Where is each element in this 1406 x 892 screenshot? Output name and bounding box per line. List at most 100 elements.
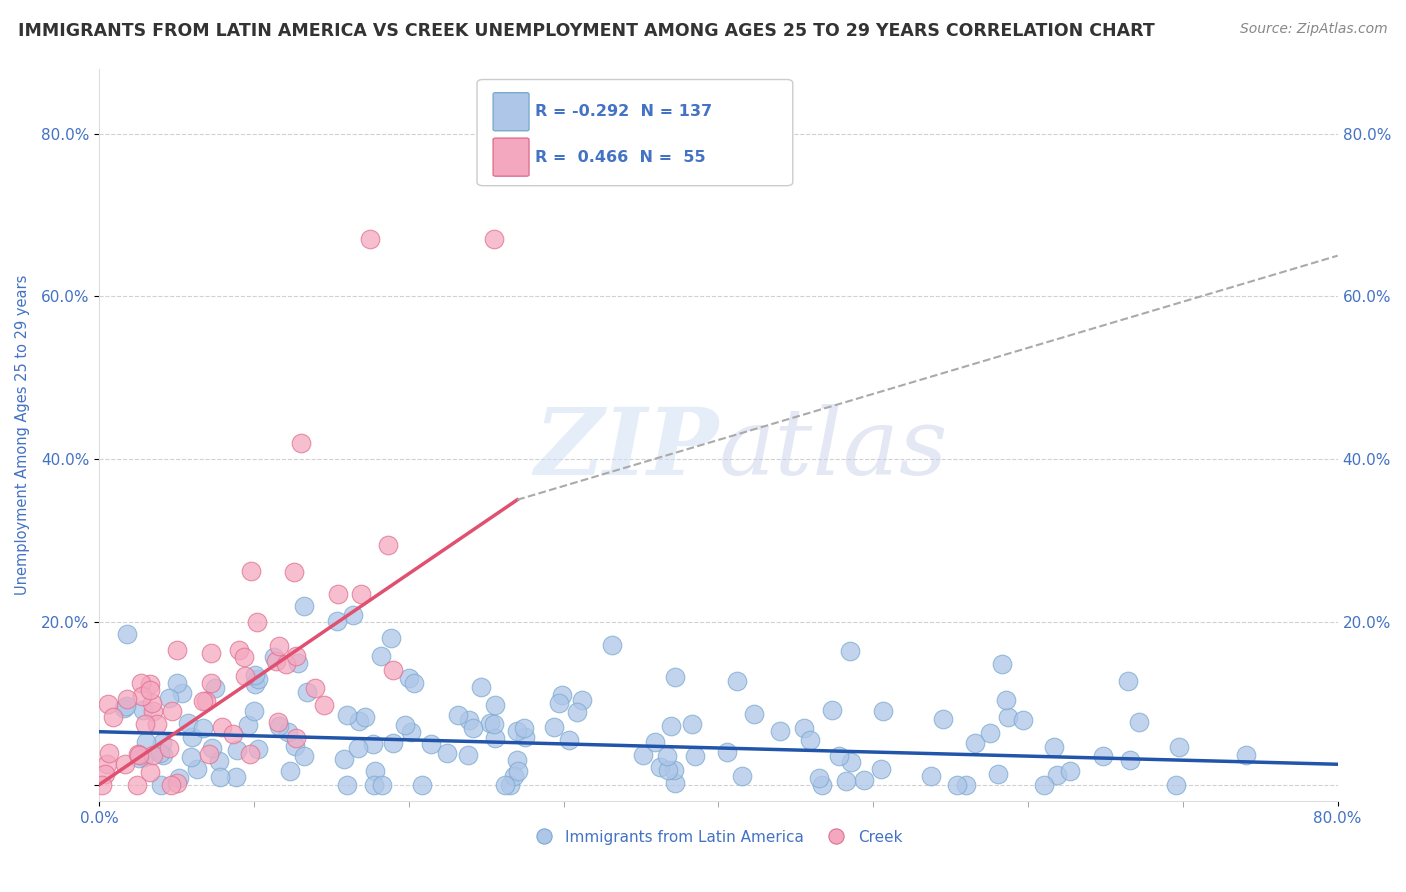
Point: [835, 774, 858, 789]
Point: [342, 607, 364, 622]
Point: [134, 716, 156, 731]
Point: [769, 724, 792, 739]
Point: [314, 698, 336, 713]
Point: [742, 707, 765, 722]
Point: [135, 735, 157, 749]
Point: [157, 691, 180, 706]
Point: [979, 725, 1001, 739]
Point: [347, 714, 370, 729]
Point: [326, 587, 349, 601]
Point: [1033, 778, 1056, 792]
Point: [404, 676, 426, 690]
Text: R =  0.466  N =  55: R = 0.466 N = 55: [536, 150, 706, 165]
Point: [997, 710, 1019, 724]
FancyBboxPatch shape: [494, 138, 529, 177]
Point: [150, 736, 173, 750]
Point: [115, 699, 138, 714]
Point: [115, 627, 138, 641]
Point: [508, 764, 530, 778]
Point: [204, 681, 226, 695]
Point: [290, 435, 312, 450]
Point: [112, 700, 135, 714]
Point: [363, 778, 385, 792]
Point: [287, 657, 309, 671]
Point: [419, 737, 441, 751]
Point: [359, 232, 381, 246]
Point: [994, 693, 1017, 707]
Text: Source: ZipAtlas.com: Source: ZipAtlas.com: [1240, 22, 1388, 37]
Point: [380, 631, 402, 645]
FancyBboxPatch shape: [477, 79, 793, 186]
Point: [502, 769, 524, 783]
Point: [235, 669, 257, 683]
Point: [399, 724, 422, 739]
Point: [600, 638, 623, 652]
Point: [681, 717, 703, 731]
Point: [284, 648, 307, 663]
Point: [269, 640, 291, 654]
Point: [166, 643, 188, 657]
Point: [494, 778, 516, 792]
Point: [1119, 753, 1142, 767]
Point: [946, 778, 969, 792]
Point: [347, 741, 370, 756]
Point: [839, 755, 862, 769]
Point: [398, 671, 420, 685]
Point: [470, 680, 492, 694]
Point: [91, 778, 114, 792]
Point: [267, 719, 290, 733]
Legend: Immigrants from Latin America, Creek: Immigrants from Latin America, Creek: [534, 829, 903, 845]
Point: [381, 663, 404, 677]
Point: [361, 737, 384, 751]
Point: [114, 757, 136, 772]
Point: [370, 648, 392, 663]
Point: [336, 707, 359, 722]
Point: [186, 763, 208, 777]
Point: [920, 769, 942, 783]
Point: [162, 704, 184, 718]
Point: [513, 730, 536, 744]
Point: [222, 727, 245, 741]
Point: [1059, 764, 1081, 778]
Point: [180, 750, 202, 764]
Point: [101, 710, 124, 724]
Point: [295, 684, 318, 698]
Point: [243, 668, 266, 682]
Point: [664, 776, 686, 790]
Point: [193, 694, 215, 708]
Point: [499, 778, 522, 792]
Point: [716, 745, 738, 759]
Point: [1116, 674, 1139, 689]
Point: [571, 693, 593, 707]
Point: [225, 770, 247, 784]
Point: [1046, 768, 1069, 782]
Point: [169, 772, 191, 786]
Point: [506, 753, 529, 767]
Point: [200, 676, 222, 690]
Point: [457, 748, 479, 763]
Point: [200, 740, 222, 755]
Point: [277, 724, 299, 739]
Point: [463, 722, 485, 736]
Point: [128, 748, 150, 763]
Point: [191, 721, 214, 735]
Point: [132, 750, 155, 764]
Point: [236, 717, 259, 731]
Point: [484, 731, 506, 745]
Point: [326, 615, 349, 629]
Point: [195, 694, 218, 708]
Point: [141, 696, 163, 710]
Point: [370, 778, 392, 792]
Point: [208, 770, 231, 784]
Point: [159, 741, 181, 756]
Point: [211, 720, 233, 734]
Point: [127, 747, 149, 761]
Point: [332, 751, 354, 765]
Point: [131, 690, 153, 704]
Point: [478, 716, 501, 731]
Point: [1234, 748, 1257, 763]
Point: [207, 755, 229, 769]
Point: [839, 644, 862, 658]
Point: [1128, 715, 1150, 730]
FancyBboxPatch shape: [494, 93, 529, 131]
